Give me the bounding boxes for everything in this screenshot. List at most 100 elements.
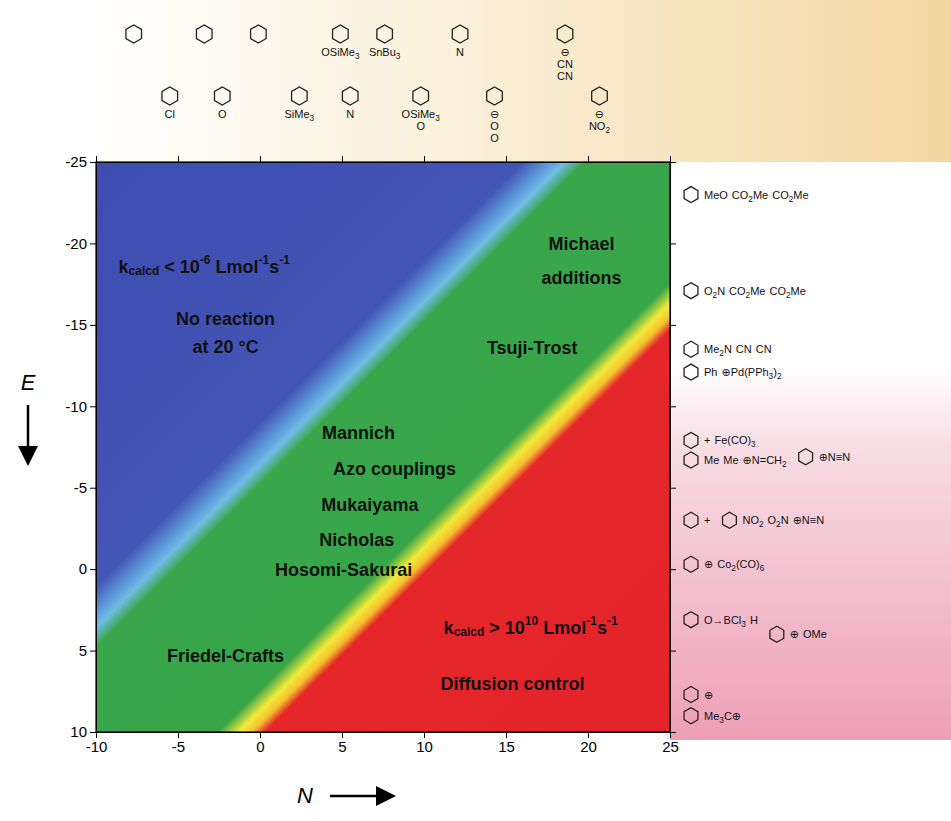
x-axis-top-tick (588, 156, 589, 162)
electrophile-glyph (684, 687, 698, 703)
nucleophile-label: Cl (165, 108, 175, 120)
x-axis-tick: 5 (338, 732, 346, 755)
label-piece: ⊖ (595, 108, 604, 120)
nucleophile-label: ⊖ (490, 108, 499, 120)
electrophile: MeMe⊕N=CH2 (684, 452, 787, 469)
label-piece: N (456, 46, 464, 58)
nucleophiles: ClOSiMe3OSiMe3NSnBu3OSiMe3ON⊖OO⊖CNCN⊖NO2 (126, 25, 611, 144)
x-axis-top-tick (424, 156, 425, 162)
label-piece: O (490, 120, 499, 132)
electrophile-glyph (684, 364, 698, 380)
label-piece: ⊕N≡N (793, 514, 825, 526)
label-piece: (CO) (736, 558, 760, 570)
nucleophile-glyph (196, 25, 212, 43)
nucleophile (251, 25, 267, 43)
x-axis-top-tick (670, 156, 671, 162)
label-piece: Me (704, 454, 719, 466)
y-axis-right-tick (670, 651, 676, 652)
nucleophile-label: N (346, 108, 354, 120)
electrophile: ⊕ OMe (770, 626, 827, 642)
annotation: Nicholas (319, 530, 394, 550)
label-piece: ⊕ (790, 628, 799, 640)
x-axis-top (97, 156, 671, 163)
electrophile-label: + (704, 514, 710, 526)
tick-label: 20 (580, 738, 597, 755)
nucleophile: ⊖CNCN (557, 25, 573, 82)
label-piece: ⊕ (704, 558, 713, 570)
label-piece: N (346, 108, 354, 120)
label-piece: Me (791, 285, 806, 297)
y-axis-tick: 10 (70, 723, 96, 740)
tick-label: 25 (662, 738, 679, 755)
y-axis-tick: -15 (65, 316, 96, 333)
label-piece: O (490, 132, 499, 144)
x-axis-tick: 25 (662, 732, 679, 755)
electrophile-glyph (770, 626, 784, 642)
nucleophile-glyph (557, 25, 573, 43)
x-axis-line (97, 732, 671, 733)
label-piece: CN (756, 343, 772, 355)
tick-mark (588, 156, 589, 162)
tick-label: 0 (79, 560, 87, 577)
electrophile-label: Co2(CO)6 (717, 558, 764, 573)
nucleophile-label: ⊖ (595, 108, 604, 120)
nucleophile: O (214, 87, 230, 120)
label-piece: N (781, 514, 789, 526)
label-piece: NO (589, 120, 606, 132)
y-axis-right-tick (670, 488, 676, 489)
electrophile: ⊕N≡N (799, 449, 851, 465)
plot-area (96, 162, 670, 732)
label-piece: SnBu (369, 46, 396, 58)
electrophile-label: Ph (704, 366, 717, 378)
label-piece: ⊕N=CH (743, 454, 783, 466)
annotation: Friedel-Crafts (167, 646, 284, 666)
x-axis-top-tick (506, 156, 507, 162)
annotation: kcalcd > 1010 Lmol-1s-1 (444, 615, 618, 640)
nucleophile-label: NO2 (589, 120, 611, 135)
y-axis-right-tick (670, 325, 676, 326)
annotation: Azo couplings (333, 459, 456, 479)
annotation-part: Lmol (211, 257, 259, 277)
nucleophile (126, 25, 142, 43)
annotation-part: Lmol (538, 618, 586, 638)
label-piece: Me (793, 189, 808, 201)
electrophile-label: + (704, 434, 710, 446)
annotation-part: Azo couplings (333, 459, 456, 479)
annotation-part: calcd (454, 626, 485, 640)
label-piece: 3 (396, 52, 401, 61)
tick-mark (90, 325, 96, 326)
tick-label: 5 (338, 738, 346, 755)
tick-mark (90, 162, 96, 163)
nucleophile-glyph (413, 87, 429, 105)
label-piece: Fe(CO) (714, 434, 751, 446)
electrophile-glyph (684, 708, 698, 724)
electrophile-label: OMe (803, 628, 827, 640)
tick-mark (90, 732, 96, 733)
annotation-part: -6 (200, 253, 211, 267)
x-axis-tick: 0 (256, 732, 264, 755)
x-axis-tick: 20 (580, 732, 597, 755)
electrophile-label: CO2Me (772, 189, 808, 204)
label-piece: Me (723, 454, 738, 466)
annotation-part: Hosomi-Sakurai (275, 560, 412, 580)
x-axis-tick: -10 (86, 732, 108, 755)
label-piece: + (704, 434, 710, 446)
tick-label: 5 (79, 642, 87, 659)
label-piece: OSiMe (321, 46, 355, 58)
label-piece: O (218, 108, 227, 120)
tick-mark (670, 162, 676, 163)
electrophile-glyph (723, 512, 737, 528)
electrophile-label: CN (736, 343, 752, 355)
x-axis-top-tick (260, 156, 261, 162)
nucleophile: SiMe3 (285, 87, 315, 123)
annotation: Mukaiyama (321, 494, 419, 514)
tick-mark (90, 569, 96, 570)
annotation: Michael (548, 234, 614, 254)
tick-mark (178, 156, 179, 162)
x-axis-tick: 10 (416, 732, 433, 755)
tick-label: -25 (65, 153, 87, 170)
y-axis-right-tick (670, 732, 676, 733)
electrophile: ⊕ Co2(CO)6 (684, 556, 765, 573)
nucleophile-glyph (214, 87, 230, 105)
nucleophile: Cl (162, 87, 178, 120)
